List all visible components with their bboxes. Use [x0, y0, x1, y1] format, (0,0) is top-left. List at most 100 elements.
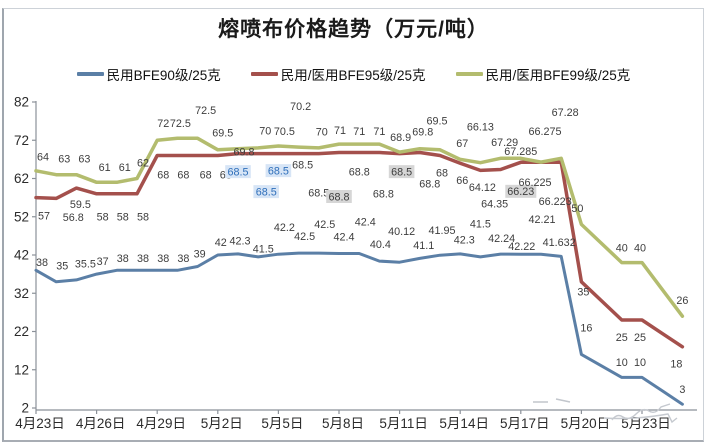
data-label-series1: 68.5 — [308, 187, 329, 199]
y-tick-label: 32 — [14, 286, 29, 301]
x-tick-label: 5月5日 — [261, 416, 303, 431]
data-label-series0: 16 — [580, 322, 592, 334]
data-label-series2: 61 — [119, 162, 131, 174]
data-label-series2: 66.275 — [528, 126, 561, 138]
legend: 民用BFE90级/25克 民用/医用BFE95级/25克 民用/医用BFE99级… — [0, 64, 707, 84]
data-label-series1: 68.5 — [256, 186, 277, 198]
data-label-series1: 56.8 — [63, 212, 84, 224]
data-label-series2: 62 — [137, 157, 149, 169]
data-label-series2: 68.9 — [390, 132, 411, 144]
data-label-series0: 40.12 — [388, 226, 415, 238]
data-label-series0: 35.5 — [75, 259, 96, 271]
data-label-series1: 66.23 — [507, 186, 534, 198]
data-label-series2: 72 — [157, 118, 169, 130]
data-label-series0: 38 — [117, 253, 129, 265]
y-tick-label: 82 — [14, 95, 29, 110]
x-tick-label: 5月20日 — [561, 416, 611, 431]
data-label-series2: 66.13 — [467, 122, 494, 134]
data-label-series1: 18 — [670, 359, 682, 371]
x-tick-label: 5月23日 — [621, 416, 671, 431]
data-label-series0: 10 — [616, 357, 628, 369]
data-label-series0: 42.4 — [333, 231, 354, 243]
data-label-series0: 35 — [56, 261, 68, 273]
data-label-series1: 68 — [177, 169, 189, 181]
data-label-series2: 70.5 — [274, 126, 295, 138]
y-tick-label: 22 — [14, 324, 29, 339]
data-label-series2: 69.8 — [233, 146, 254, 158]
data-label-series2: 63 — [78, 153, 90, 165]
data-label-series0: 41.5 — [253, 244, 274, 256]
data-label-highlight — [326, 189, 352, 203]
legend-label-bfe95: 民用/医用BFE95级/25克 — [280, 68, 426, 83]
data-label-series2: 67 — [456, 138, 468, 150]
legend-label-bfe90: 民用BFE90级/25克 — [106, 68, 221, 83]
data-label-series1: 68.5 — [292, 159, 313, 171]
data-label-series0: 42.5 — [294, 231, 315, 243]
series-line-1 — [34, 150, 685, 349]
data-label-series1: 66 — [456, 175, 468, 187]
data-label-series0: 41.5 — [470, 219, 491, 231]
legend-item-bfe90: 民用BFE90级/25克 — [76, 64, 221, 84]
legend-line-icon — [76, 72, 104, 76]
data-label-highlight — [388, 165, 415, 179]
data-label-series2: 70.2 — [290, 101, 311, 113]
x-tick-label: 5月17日 — [500, 416, 550, 431]
legend-line-icon — [455, 72, 483, 76]
data-label-series1: 64.12 — [469, 182, 496, 194]
data-label-series0: 38 — [137, 253, 149, 265]
x-tick-label: 5月8日 — [322, 416, 364, 431]
y-tick-label: 62 — [14, 171, 29, 186]
data-label-series0: 40.4 — [370, 239, 391, 251]
data-label-series0: 37 — [97, 256, 109, 268]
data-label-series1: 68 — [200, 169, 212, 181]
data-label-series2: 50 — [571, 203, 583, 215]
data-label-series2: 67.29 — [491, 137, 518, 149]
data-label-series1: 58 — [137, 212, 149, 224]
data-label-series0: 3 — [679, 384, 685, 396]
data-label-series0: 42.5 — [314, 219, 335, 231]
data-label-series1: 68 — [157, 169, 169, 181]
data-label-series1: 68.8 — [328, 191, 349, 203]
data-label-series1: 68.5 — [227, 166, 248, 178]
data-label-series1: 57 — [38, 210, 50, 222]
data-label-series0: 42.2 — [274, 222, 295, 234]
x-tick-label: 5月11日 — [379, 416, 428, 431]
data-label-series2: 72.5 — [195, 105, 216, 117]
chart-title: 熔喷布价格趋势（万元/吨） — [218, 18, 489, 41]
data-label-series1: 25 — [616, 332, 628, 344]
data-label-series1: 25 — [634, 332, 646, 344]
data-label-series0: 38 — [36, 257, 48, 269]
data-label-series2: 69.5 — [212, 128, 233, 140]
data-label-series2: 71 — [334, 125, 346, 137]
legend-item-bfe95: 民用/医用BFE95级/25克 — [250, 64, 426, 84]
y-tick-label: 52 — [14, 209, 29, 224]
data-label-series1: 58 — [97, 212, 109, 224]
data-label-series0: 42.4 — [355, 216, 376, 228]
data-label-highlight — [225, 165, 251, 179]
data-label-series0: 42.3 — [454, 235, 475, 247]
x-tick-label: 4月29日 — [136, 416, 186, 431]
data-label-series0: 42.3 — [229, 236, 250, 248]
data-label-series1: 66.225 — [518, 177, 551, 189]
y-tick-label: 72 — [14, 133, 29, 148]
legend-item-bfe99: 民用/医用BFE99级/25克 — [455, 64, 631, 84]
x-tick-label: 4月23日 — [15, 416, 65, 431]
series-line-0 — [34, 251, 684, 406]
data-label-series2: 70 — [316, 127, 328, 139]
data-label-series2: 67.285 — [504, 146, 537, 158]
data-label-series2: 71 — [353, 126, 365, 138]
data-label-series0: 41.1 — [413, 240, 434, 252]
data-label-series1: 59.5 — [70, 199, 91, 211]
data-label-highlight — [265, 164, 292, 178]
data-label-series2: 64 — [37, 152, 49, 164]
data-label-series1: 66.223 — [539, 196, 572, 208]
data-label-series1: 68.5 — [391, 166, 412, 178]
x-tick-label: 5月14日 — [439, 416, 489, 431]
data-label-series2: 70 — [259, 126, 271, 138]
x-tick-label: 4月26日 — [76, 416, 126, 431]
legend-label-bfe99: 民用/医用BFE99级/25克 — [485, 68, 631, 83]
data-label-series0: 42.22 — [508, 241, 535, 253]
data-label-highlight — [505, 184, 537, 198]
